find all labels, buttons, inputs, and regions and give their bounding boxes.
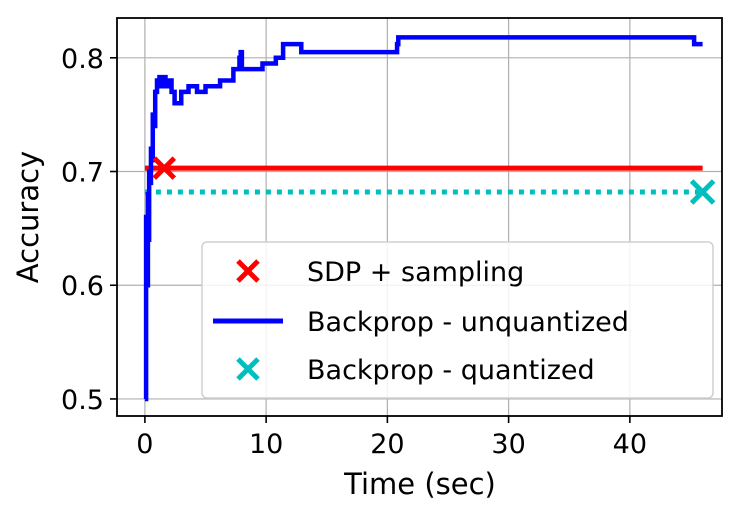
backprop-quantized-marker <box>689 179 716 205</box>
axes-frame <box>116 17 723 417</box>
legend-label-backprop-quantized: Backprop - quantized <box>307 355 595 386</box>
y-axis-title: Accuracy <box>11 151 45 283</box>
y-tick-label: 0.7 <box>61 158 104 189</box>
y-tick-label: 0.6 <box>61 271 104 302</box>
plot-area <box>143 35 716 402</box>
legend-handle-backprop-quantized <box>236 357 260 381</box>
x-tick-label: 40 <box>613 429 647 460</box>
legend-box <box>201 241 714 399</box>
x-axis-title: Time (sec) <box>343 467 496 501</box>
axis-ticks: 0 10 20 30 40 0.5 0.6 0.7 0.8 <box>61 44 647 460</box>
x-tick-label: 0 <box>136 429 153 460</box>
x-tick-label: 30 <box>491 429 525 460</box>
legend-label-sdp-sampling: SDP + sampling <box>307 257 524 288</box>
legend-handle-sdp-sampling <box>236 259 260 283</box>
y-tick-label: 0.8 <box>61 44 104 75</box>
legend-label-backprop-unquantized: Backprop - unquantized <box>307 307 629 338</box>
series-line-backprop-unquantized <box>143 35 703 402</box>
x-tick-label: 10 <box>249 429 283 460</box>
sdp-sampling-marker <box>152 156 177 180</box>
legend: SDP + sampling Backprop - unquantized Back… <box>201 241 714 399</box>
y-tick-label: 0.5 <box>61 385 104 416</box>
x-tick-label: 20 <box>370 429 404 460</box>
